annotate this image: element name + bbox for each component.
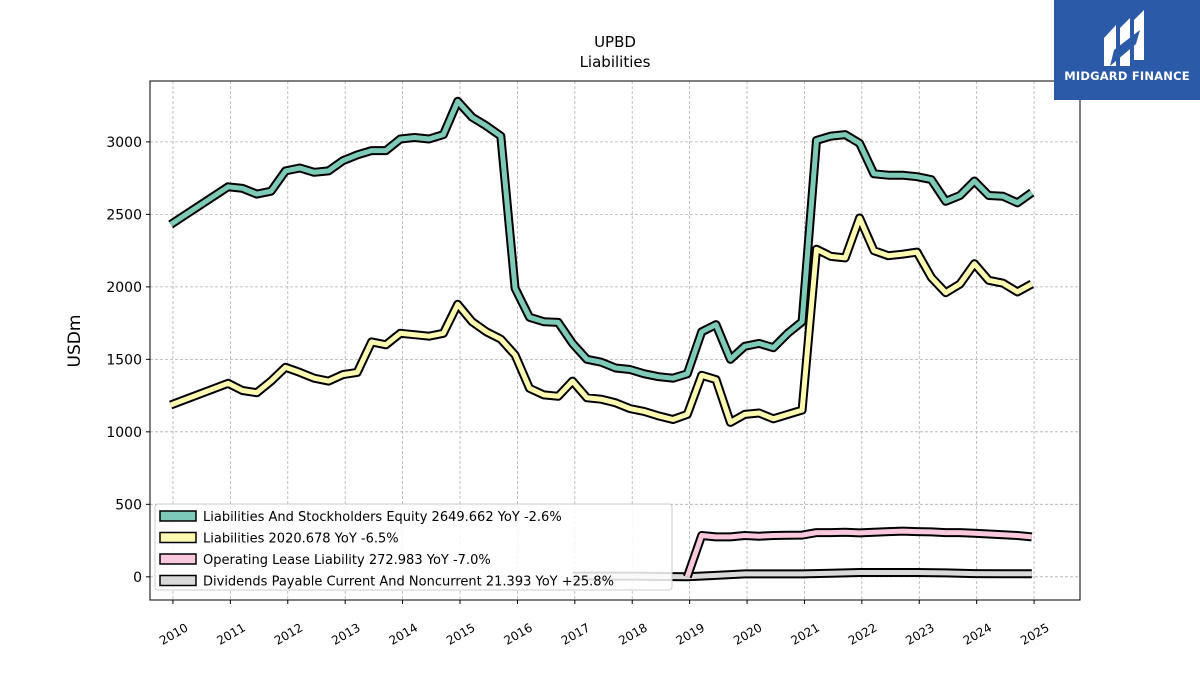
series-line (169, 98, 1034, 381)
y-tick-label: 1000 (106, 425, 142, 441)
y-tick-label: 0 (133, 570, 142, 586)
brand-name: MIDGARD FINANCE (1064, 69, 1190, 83)
y-tick-label: 2000 (106, 280, 142, 296)
plot-frame (149, 80, 1081, 601)
series-line (169, 215, 1034, 425)
legend-label: Liabilities And Stockholders Equity 2649… (203, 510, 562, 525)
legend-swatch (159, 531, 197, 544)
y-tick-label: 3000 (106, 135, 142, 151)
legend-swatch (159, 510, 197, 522)
y-axis-label: USDm (65, 315, 85, 368)
y-tick-label: 2500 (106, 207, 142, 223)
brand-logo: MIDGARD FINANCE (1054, 0, 1200, 100)
series-line (684, 528, 1033, 578)
legend-swatch (159, 553, 197, 565)
y-tick-label: 1500 (106, 352, 142, 368)
y-tick-label: 500 (115, 497, 142, 513)
legend-label: Operating Lease Liability 272.983 YoY -7… (203, 553, 491, 568)
chart-subtitle: Liabilities (580, 53, 651, 71)
legend: Liabilities And Stockholders Equity 2649… (154, 503, 673, 591)
midgard-logo-icon (1104, 10, 1144, 66)
legend-swatch (159, 574, 197, 587)
chart-title: UPBD (594, 33, 636, 51)
y-axis-ticks: 0 500 1000 1500 2000 2500 3000 (106, 135, 150, 586)
legend-box (154, 503, 673, 591)
legend-label: Liabilities 2020.678 YoY -6.5% (203, 532, 399, 547)
legend-label: Dividends Payable Current And Noncurrent… (203, 575, 614, 590)
